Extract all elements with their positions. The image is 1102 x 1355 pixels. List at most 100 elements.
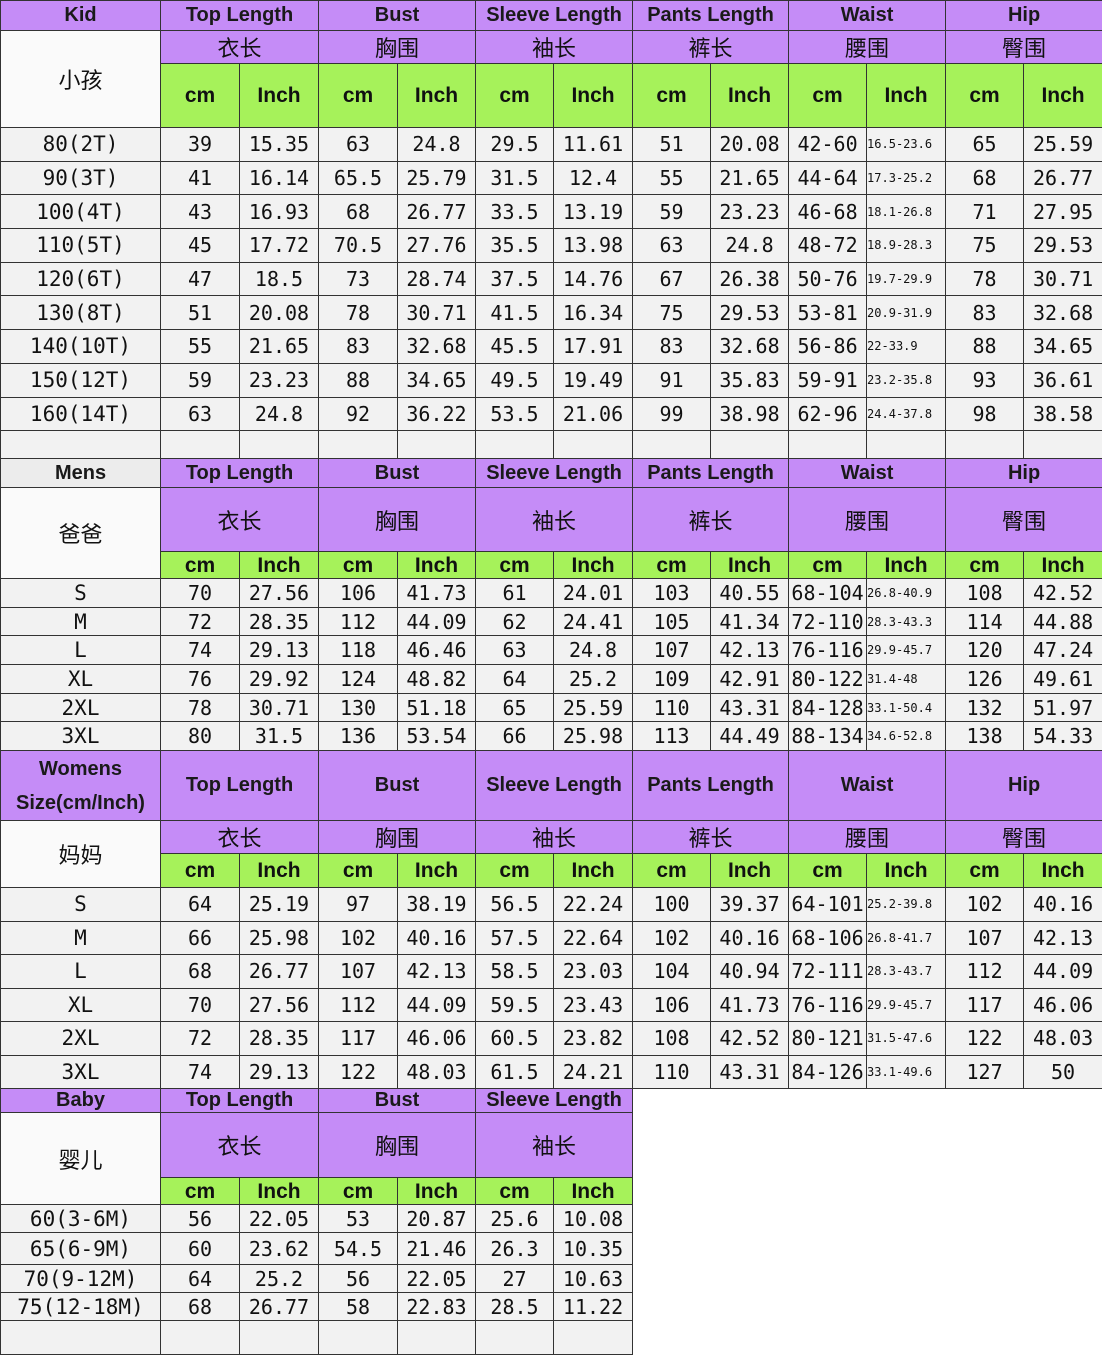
size-value: 26.3 bbox=[476, 1233, 554, 1265]
size-value: 102 bbox=[633, 921, 711, 955]
unit-inch: Inch bbox=[398, 854, 476, 888]
unit-cm: cm bbox=[633, 64, 711, 128]
size-value: 45 bbox=[161, 229, 240, 263]
column-header-zh: 胸围 bbox=[319, 821, 476, 854]
size-value: 16.93 bbox=[240, 195, 319, 229]
column-header: Waist bbox=[789, 751, 946, 821]
size-value: 72-111 bbox=[789, 955, 867, 989]
unit-cm: cm bbox=[161, 552, 240, 579]
column-header-zh: 裤长 bbox=[633, 31, 789, 64]
column-header-zh: 裤长 bbox=[633, 821, 789, 854]
empty-cell bbox=[476, 1321, 554, 1355]
column-header-zh: 袖长 bbox=[476, 31, 633, 64]
size-value: 64-101 bbox=[789, 888, 867, 922]
empty-cell bbox=[398, 1321, 476, 1355]
column-header-zh: 衣长 bbox=[161, 488, 319, 552]
size-value: 54.5 bbox=[319, 1233, 398, 1265]
column-header-zh: 衣长 bbox=[161, 821, 319, 854]
size-value: 24.8 bbox=[398, 128, 476, 162]
size-value: 59 bbox=[633, 195, 711, 229]
size-value: 63 bbox=[161, 397, 240, 431]
size-value: 25.19 bbox=[240, 888, 319, 922]
size-value: 53.5 bbox=[476, 397, 554, 431]
size-value: 33.1-50.4 bbox=[867, 693, 946, 722]
size-value: 39.37 bbox=[711, 888, 789, 922]
header-row-zh: 爸爸衣长胸围袖长裤长腰围臀围 bbox=[1, 488, 1102, 552]
size-label: 100(4T) bbox=[1, 195, 161, 229]
size-value: 25.2 bbox=[554, 665, 633, 694]
size-value: 30.71 bbox=[1024, 262, 1102, 296]
size-value: 68-106 bbox=[789, 921, 867, 955]
size-value: 49.61 bbox=[1024, 665, 1102, 694]
size-value: 28.74 bbox=[398, 262, 476, 296]
section-label: Baby bbox=[1, 1089, 161, 1113]
size-label: 70(9-12M) bbox=[1, 1265, 161, 1293]
size-value: 38.58 bbox=[1024, 397, 1102, 431]
unit-cm: cm bbox=[789, 64, 867, 128]
size-value: 26.8-41.7 bbox=[867, 921, 946, 955]
column-header-zh: 衣长 bbox=[161, 1113, 319, 1178]
size-value: 12.4 bbox=[554, 161, 633, 195]
size-value: 27 bbox=[476, 1265, 554, 1293]
size-label: M bbox=[1, 607, 161, 636]
column-header: Pants Length bbox=[633, 751, 789, 821]
size-value: 59.5 bbox=[476, 988, 554, 1022]
size-value: 45.5 bbox=[476, 330, 554, 364]
unit-cm: cm bbox=[161, 64, 240, 128]
size-value: 19.7-29.9 bbox=[867, 262, 946, 296]
size-value: 53-81 bbox=[789, 296, 867, 330]
size-value: 60.5 bbox=[476, 1022, 554, 1056]
size-value: 23.03 bbox=[554, 955, 633, 989]
size-label: 90(3T) bbox=[1, 161, 161, 195]
size-value: 27.76 bbox=[398, 229, 476, 263]
size-value: 76-116 bbox=[789, 636, 867, 665]
size-value: 25.98 bbox=[554, 722, 633, 751]
size-value: 42.91 bbox=[711, 665, 789, 694]
size-value: 62-96 bbox=[789, 397, 867, 431]
size-value: 41.73 bbox=[711, 988, 789, 1022]
size-value: 46.06 bbox=[398, 1022, 476, 1056]
unit-inch: Inch bbox=[867, 552, 946, 579]
unit-inch: Inch bbox=[1024, 552, 1102, 579]
column-header-zh: 袖长 bbox=[476, 488, 633, 552]
size-label: 120(6T) bbox=[1, 262, 161, 296]
column-header: Bust bbox=[319, 751, 476, 821]
column-header: Bust bbox=[319, 1089, 476, 1113]
unit-inch: Inch bbox=[240, 854, 319, 888]
size-value: 17.72 bbox=[240, 229, 319, 263]
size-value: 20.9-31.9 bbox=[867, 296, 946, 330]
size-value: 124 bbox=[319, 665, 398, 694]
size-value: 47 bbox=[161, 262, 240, 296]
size-value: 112 bbox=[319, 988, 398, 1022]
section-label-zh: 爸爸 bbox=[1, 488, 161, 579]
size-value: 25.59 bbox=[1024, 128, 1102, 162]
unit-cm: cm bbox=[319, 854, 398, 888]
size-value: 31.5 bbox=[476, 161, 554, 195]
size-value: 19.49 bbox=[554, 363, 633, 397]
unit-inch: Inch bbox=[240, 1178, 319, 1205]
size-value: 36.61 bbox=[1024, 363, 1102, 397]
size-value: 118 bbox=[319, 636, 398, 665]
unit-inch: Inch bbox=[711, 552, 789, 579]
size-value: 20.87 bbox=[398, 1205, 476, 1233]
size-value: 21.65 bbox=[240, 330, 319, 364]
size-value: 105 bbox=[633, 607, 711, 636]
size-value: 24.4-37.8 bbox=[867, 397, 946, 431]
header-row-zh: 妈妈衣长胸围袖长裤长腰围臀围 bbox=[1, 821, 1102, 854]
size-value: 24.8 bbox=[711, 229, 789, 263]
size-value: 42.13 bbox=[398, 955, 476, 989]
size-value: 48-72 bbox=[789, 229, 867, 263]
size-value: 103 bbox=[633, 579, 711, 608]
size-value: 22.05 bbox=[398, 1265, 476, 1293]
size-label: S bbox=[1, 888, 161, 922]
size-label: 60(3-6M) bbox=[1, 1205, 161, 1233]
